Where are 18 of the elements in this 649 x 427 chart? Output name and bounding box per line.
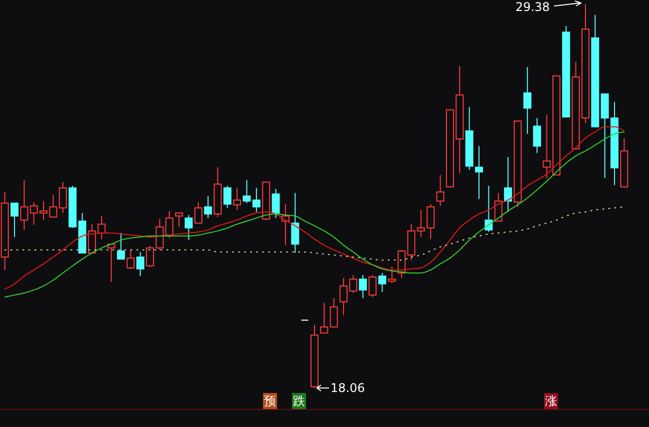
text: 预 bbox=[263, 393, 277, 409]
candlestick bbox=[310, 324, 318, 388]
candlestick bbox=[20, 180, 28, 230]
text: 跌 bbox=[292, 393, 306, 409]
candlestick bbox=[465, 106, 474, 170]
candlestick bbox=[58, 182, 67, 214]
candlestick bbox=[436, 174, 444, 206]
candlestick bbox=[523, 66, 532, 134]
candlestick bbox=[533, 117, 542, 154]
candlestick bbox=[475, 146, 484, 200]
candlestick bbox=[542, 114, 551, 179]
annotation: 29.38 bbox=[515, 0, 550, 14]
candlestick bbox=[136, 251, 144, 277]
annotation: 18.06 bbox=[330, 381, 365, 395]
candlestick bbox=[504, 156, 512, 212]
candlestick bbox=[233, 187, 242, 210]
text: 涨 bbox=[544, 393, 558, 409]
candlestick bbox=[291, 192, 300, 254]
